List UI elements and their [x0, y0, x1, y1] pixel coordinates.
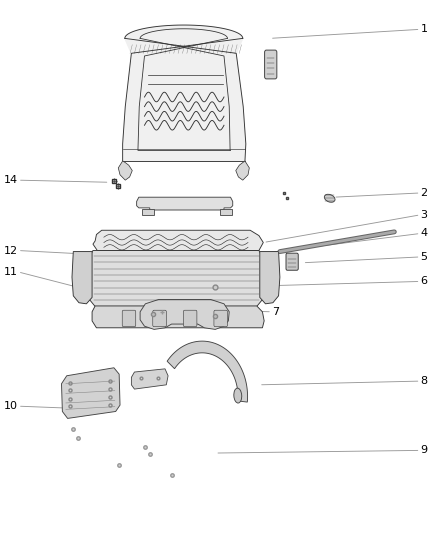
- Polygon shape: [140, 300, 229, 329]
- Ellipse shape: [325, 195, 335, 202]
- Text: 11: 11: [4, 267, 18, 277]
- Polygon shape: [236, 161, 249, 180]
- Polygon shape: [167, 341, 247, 402]
- FancyBboxPatch shape: [286, 253, 298, 270]
- Polygon shape: [260, 252, 280, 304]
- Polygon shape: [72, 252, 92, 304]
- Polygon shape: [88, 251, 263, 306]
- Polygon shape: [61, 368, 120, 418]
- FancyBboxPatch shape: [142, 209, 154, 215]
- Text: 7: 7: [272, 307, 279, 317]
- Polygon shape: [92, 306, 264, 328]
- FancyBboxPatch shape: [265, 50, 277, 79]
- FancyBboxPatch shape: [153, 310, 166, 327]
- FancyBboxPatch shape: [219, 209, 232, 215]
- Text: 4: 4: [420, 229, 427, 238]
- Text: 12: 12: [4, 246, 18, 255]
- Polygon shape: [118, 161, 132, 180]
- FancyBboxPatch shape: [184, 310, 197, 327]
- FancyBboxPatch shape: [122, 310, 136, 327]
- Polygon shape: [137, 197, 233, 210]
- Text: 9: 9: [420, 446, 427, 455]
- Text: 3: 3: [420, 210, 427, 220]
- Text: 6: 6: [420, 277, 427, 286]
- Text: 8: 8: [420, 376, 427, 386]
- Text: 5: 5: [420, 252, 427, 262]
- Polygon shape: [123, 25, 246, 161]
- Text: 10: 10: [4, 401, 18, 411]
- Polygon shape: [131, 369, 168, 389]
- Ellipse shape: [234, 388, 242, 403]
- Text: 14: 14: [4, 175, 18, 185]
- FancyBboxPatch shape: [214, 310, 227, 327]
- Text: 2: 2: [420, 188, 427, 198]
- Polygon shape: [93, 230, 263, 251]
- Text: 1: 1: [420, 25, 427, 34]
